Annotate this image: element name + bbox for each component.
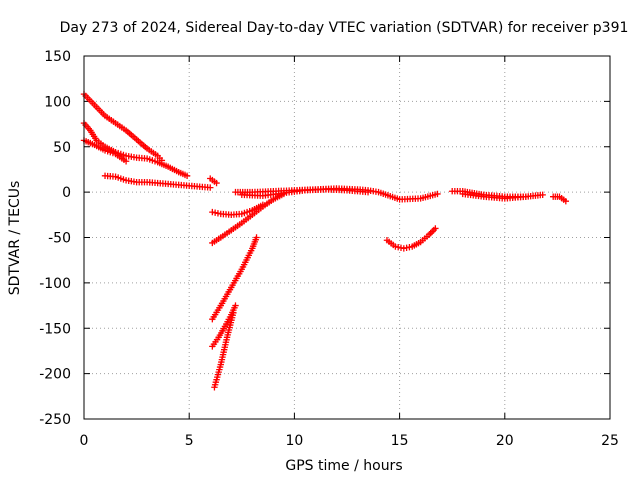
data-point [232, 302, 239, 309]
data-point [253, 234, 260, 241]
data-point [230, 309, 237, 317]
y-tick-labels: 150 100 50 0 -50 -100 -150 -200 -250 [39, 49, 71, 428]
x-tick-label: 10 [285, 433, 303, 449]
data-point [183, 172, 191, 179]
y-axis-label: SDTVAR / TECUs [7, 181, 23, 296]
y-tick-label: -200 [39, 367, 71, 383]
y-tick-label: 0 [62, 185, 71, 201]
series-arc-7 [209, 190, 288, 247]
x-tick-label: 0 [80, 433, 89, 449]
grid-lines [84, 56, 610, 419]
series-arc-12 [238, 186, 372, 199]
series-arc-3 [80, 137, 130, 165]
y-tick-label: 100 [44, 94, 71, 110]
series-arc-8 [209, 234, 260, 323]
data-point [122, 158, 130, 165]
x-tick-label: 5 [185, 433, 194, 449]
y-tick-label: 50 [53, 140, 71, 156]
series-arc-16 [549, 193, 570, 205]
chart-title: Day 273 of 2024, Sidereal Day-to-day VTE… [60, 20, 629, 36]
x-tick-label: 25 [601, 433, 619, 449]
series-arc-13 [383, 225, 439, 252]
x-tick-label: 20 [496, 433, 514, 449]
data-point [432, 225, 439, 232]
y-tick-label: -100 [39, 276, 71, 292]
y-tick-label: -250 [39, 412, 71, 428]
data-point [213, 179, 220, 187]
data-point [364, 188, 372, 196]
series-arc-10 [211, 309, 237, 391]
data-point [562, 198, 570, 205]
series-arc-4 [101, 172, 214, 191]
x-tick-label: 15 [391, 433, 409, 449]
x-tick-labels: 0 5 10 15 20 25 [80, 433, 619, 449]
series-arc-15 [459, 190, 530, 202]
data-point [522, 193, 530, 200]
data-point [434, 190, 441, 198]
y-tick-label: -150 [39, 321, 71, 337]
data-point [539, 191, 546, 199]
y-tick-label: -50 [48, 231, 71, 247]
plot-frame [83, 55, 611, 420]
series-arc-1 [80, 90, 166, 164]
x-axis-label: GPS time / hours [285, 458, 402, 474]
series-arc-5 [207, 175, 220, 187]
y-tick-label: 150 [44, 49, 71, 65]
data-point [207, 184, 214, 191]
